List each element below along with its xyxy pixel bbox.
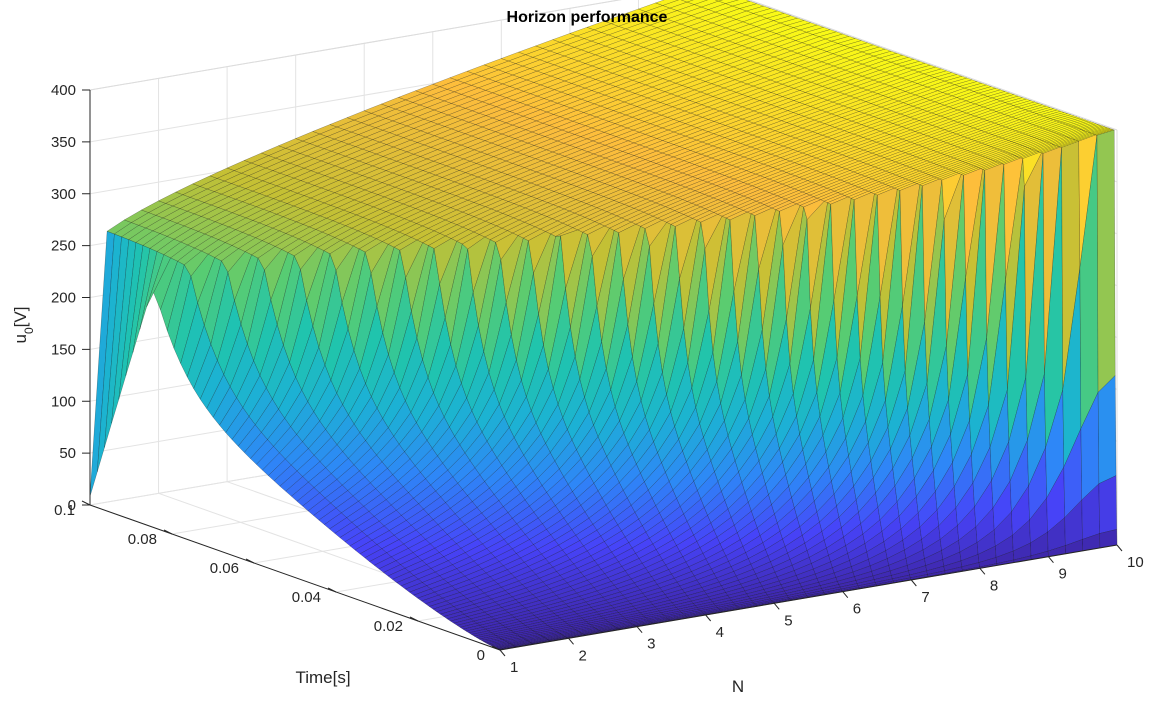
y-tick-mark-0 [491,645,501,651]
x-tick-mark-4 [773,603,780,610]
x-tick-label-2: 3 [647,636,655,653]
x-tick-label-8: 9 [1058,566,1066,583]
x-tick-mark-6 [910,579,917,587]
x-tick-label-1: 2 [579,647,587,664]
x-tick-mark-5 [842,591,849,598]
x-tick-mark-3 [705,614,712,622]
z-tick-label-0: 0 [68,497,76,514]
x-tick-mark-2 [636,626,643,633]
z-tick-label-4: 200 [51,290,76,307]
x-tick-label-9: 10 [1127,554,1144,571]
z-axis-label: u0[V] [11,307,36,344]
x-tick-mark-7 [979,568,986,575]
y-tick-label-4: 0.08 [128,531,157,548]
surface-patch [1098,475,1117,534]
box-frame-edge-1 [89,0,622,91]
x-axis-label: N [732,677,744,696]
chart-title: Horizon performance [507,9,668,26]
z-tick-label-3: 150 [51,341,76,358]
y-axis-line [89,504,501,651]
x-tick-label-0: 1 [510,659,518,676]
z-tick-label-5: 250 [51,238,76,255]
y-tick-mark-5 [81,500,91,506]
y-tick-label-3: 0.06 [210,560,239,577]
x-tick-mark-0 [499,649,506,657]
y-tick-label-0: 0 [477,647,485,664]
surface-patch [1096,129,1116,393]
x-tick-mark-9 [1116,544,1123,552]
x-tick-label-5: 6 [853,601,861,618]
surface-patch [714,0,724,2]
surface-patch [1097,375,1117,484]
box-frame-edge-2 [747,0,1118,131]
z-tick-label-7: 350 [51,134,76,151]
y-tick-mark-4 [163,529,173,535]
x-tick-label-6: 7 [921,589,929,606]
tick-labels: 1234567891000.020.040.060.080.1050100150… [51,82,1144,676]
x-axis-line [499,544,1118,651]
z-axis-label-unit: [V] [11,307,30,328]
x-tick-mark-1 [568,638,574,645]
x-tick-label-3: 4 [716,624,724,641]
y-axis-label: Time[s] [295,668,350,687]
y-tick-label-1: 0.02 [374,618,403,635]
x-tick-mark-8 [1048,556,1054,563]
z-tick-label-6: 300 [51,186,76,203]
z-tick-label-1: 50 [59,445,76,462]
z-tick-label-2: 100 [51,393,76,410]
z-axis-label-base: u [11,334,30,343]
y-tick-label-5: 0.1 [54,502,75,519]
y-tick-label-2: 0.04 [292,589,321,606]
surface-mesh [89,0,1118,651]
z-axis-label-sub: 0 [22,327,36,334]
y-tick-mark-3 [245,558,255,564]
y-tick-mark-2 [327,587,337,593]
surface-patch [680,0,694,3]
z-tick-label-8: 400 [51,82,76,99]
x-tick-label-7: 8 [990,577,998,594]
x-tick-label-4: 5 [784,612,792,629]
y-tick-mark-1 [409,616,419,622]
